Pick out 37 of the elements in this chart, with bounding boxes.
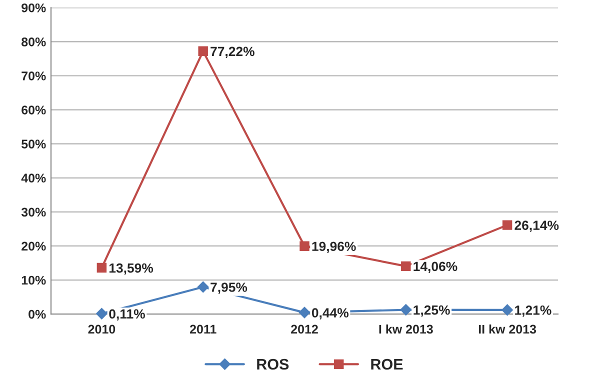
point	[400, 304, 412, 316]
data-label: 77,22%	[210, 46, 254, 58]
point	[502, 304, 513, 316]
data-label: 26,14%	[514, 220, 559, 232]
y-tick-label: 20%	[22, 242, 46, 251]
y-tick-label: 10%	[22, 276, 46, 285]
x-tick-label: 2011	[190, 324, 216, 334]
legend-label: ROS	[257, 358, 289, 370]
x-tick-label: I kw 2013	[379, 324, 433, 334]
y-tick-label: 90%	[22, 3, 46, 12]
y-tick-label: 0%	[28, 310, 46, 319]
y-tick-label: 80%	[22, 38, 46, 46]
point	[198, 46, 208, 56]
y-tick-label: 60%	[22, 106, 46, 114]
y-tick-label: 70%	[22, 72, 46, 80]
data-label: 13,59%	[109, 263, 154, 275]
point	[298, 306, 310, 318]
data-label: 0,44%	[312, 308, 349, 320]
x-tick-label: 2012	[291, 324, 318, 334]
point	[502, 220, 512, 230]
y-tick-label: 40%	[21, 174, 46, 183]
data-label: 1,25%	[414, 305, 450, 317]
y-tick-label: 30%	[21, 208, 46, 217]
data-label: 7,95%	[210, 282, 248, 294]
point	[96, 308, 108, 320]
point	[300, 241, 310, 251]
point	[401, 261, 411, 272]
point	[197, 281, 209, 293]
data-label: 0,11%	[109, 309, 145, 321]
data-label: 19,96%	[312, 242, 356, 253]
point	[96, 262, 107, 273]
data-label: 14,06%	[414, 262, 458, 274]
x-tick-label: 2010	[88, 324, 116, 334]
y-tick-label: 50%	[22, 140, 46, 148]
data-label: 1,21%	[515, 306, 552, 317]
legend-label: ROE	[371, 358, 403, 370]
x-tick-label: II kw 2013	[478, 324, 536, 334]
